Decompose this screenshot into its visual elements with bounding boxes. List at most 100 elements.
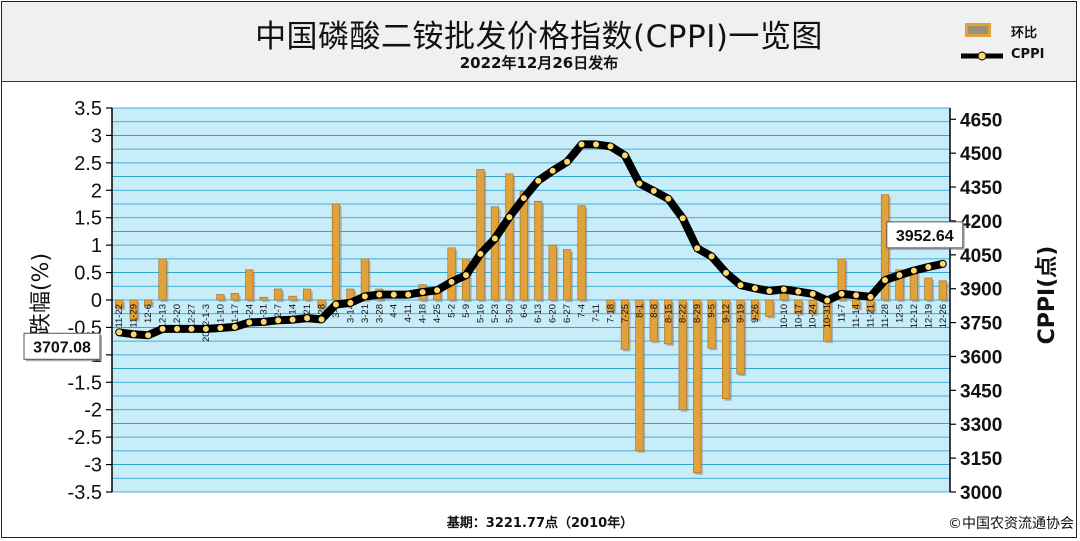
x-tick-label: 11-29 bbox=[129, 304, 140, 328]
cppi-point bbox=[317, 315, 326, 324]
left-tick-label: 2.5 bbox=[74, 153, 102, 175]
x-tick-label: 5-23 bbox=[490, 304, 501, 323]
bar bbox=[909, 272, 918, 301]
legend-bar-swatch bbox=[965, 23, 991, 37]
left-tick-label: 0 bbox=[91, 290, 102, 312]
cppi-point bbox=[577, 140, 586, 149]
bar bbox=[635, 299, 644, 452]
x-tick-label: 2-14 bbox=[288, 304, 299, 323]
cppi-line bbox=[115, 140, 947, 340]
cppi-point bbox=[780, 285, 788, 294]
left-tick-label: 3 bbox=[91, 125, 102, 147]
x-tick-label: 4-4 bbox=[389, 304, 400, 318]
chart-legend: 环比 CPPI bbox=[959, 19, 1069, 69]
left-tick-label: 3.5 bbox=[74, 98, 102, 120]
cppi-point bbox=[534, 176, 543, 185]
left-tick-label: -2.5 bbox=[68, 427, 102, 449]
x-tick-label: 7-4 bbox=[577, 304, 588, 318]
cppi-point bbox=[389, 290, 398, 299]
cppi-point bbox=[404, 290, 412, 299]
x-tick-label: 1-24 bbox=[244, 304, 255, 323]
x-tick-label: 9-5 bbox=[707, 304, 718, 318]
x-tick-label: 4-18 bbox=[418, 304, 429, 323]
bar bbox=[852, 299, 861, 309]
bar bbox=[678, 299, 687, 411]
bar bbox=[259, 296, 268, 301]
bar bbox=[331, 203, 341, 301]
bar bbox=[808, 299, 817, 315]
cppi-point bbox=[707, 252, 716, 261]
x-tick-label: 2-21 bbox=[302, 304, 313, 323]
cppi-point bbox=[837, 290, 846, 298]
x-tick-label: 12-5 bbox=[894, 304, 905, 323]
bar bbox=[895, 269, 904, 301]
right-tick-label: 3600 bbox=[960, 347, 1002, 368]
right-tick-label: 3750 bbox=[960, 314, 1002, 335]
x-tick-label: 10-10 bbox=[779, 304, 790, 328]
right-tick-label: 3300 bbox=[960, 415, 1002, 436]
annotation-label: 3707.08 bbox=[33, 339, 91, 356]
x-tick-label: 8-22 bbox=[678, 304, 689, 323]
bar bbox=[721, 299, 731, 400]
annotation-box bbox=[886, 221, 964, 249]
cppi-point bbox=[794, 287, 803, 296]
x-tick-label: 2-7 bbox=[273, 304, 284, 318]
right-tick-label: 4500 bbox=[960, 144, 1002, 165]
cppi-point bbox=[910, 266, 918, 275]
right-tick-label: 4050 bbox=[960, 246, 1002, 267]
x-tick-label: 11-14 bbox=[851, 304, 862, 328]
right-axis-title: CPPI(点) bbox=[1034, 246, 1060, 345]
right-tick-label: 3450 bbox=[960, 381, 1002, 402]
cppi-point bbox=[519, 194, 528, 202]
cppi-point bbox=[303, 314, 311, 322]
x-tick-label: 8-29 bbox=[692, 304, 703, 323]
right-tick-label: 3150 bbox=[960, 449, 1002, 470]
cppi-point bbox=[924, 263, 933, 271]
x-tick-label: 8-1 bbox=[634, 304, 645, 318]
cppi-point bbox=[895, 271, 904, 279]
left-tick-label: 0.5 bbox=[74, 263, 102, 285]
x-tick-label: 5-9 bbox=[461, 304, 472, 318]
cppi-point bbox=[361, 292, 369, 301]
cppi-point bbox=[115, 328, 124, 337]
bar bbox=[765, 299, 774, 317]
annotation-label: 3952.64 bbox=[896, 228, 954, 245]
x-tick-label: 3-14 bbox=[345, 304, 356, 323]
bar bbox=[274, 288, 283, 301]
cppi-point bbox=[722, 269, 730, 277]
bar bbox=[534, 200, 543, 301]
cppi-point bbox=[866, 293, 875, 301]
bar bbox=[577, 205, 586, 301]
bar bbox=[924, 277, 933, 301]
bar bbox=[158, 258, 167, 301]
bar bbox=[490, 206, 499, 301]
cppi-point bbox=[144, 331, 152, 340]
x-tick-label: 9-12 bbox=[721, 304, 732, 323]
copyright-note: ©中国农资流通协会 bbox=[948, 516, 1074, 532]
x-tick-label: 12-13 bbox=[158, 304, 169, 328]
cppi-point bbox=[678, 214, 687, 223]
x-tick-label: 8-8 bbox=[649, 304, 660, 318]
bar bbox=[519, 191, 528, 301]
x-tick-label: 12-26 bbox=[938, 304, 949, 328]
cppi-point bbox=[548, 166, 557, 175]
cppi-point bbox=[245, 318, 254, 327]
left-tick-label: -2 bbox=[84, 400, 102, 422]
x-tick-label: 4-11 bbox=[403, 304, 414, 322]
x-tick-label: 9-19 bbox=[736, 304, 747, 323]
legend-line-swatch bbox=[961, 51, 1003, 61]
cppi-point bbox=[202, 325, 210, 333]
x-tick-label: 3-28 bbox=[374, 304, 385, 323]
x-tick-label: 6-20 bbox=[548, 304, 559, 323]
bar bbox=[302, 288, 312, 301]
cppi-point bbox=[938, 260, 947, 268]
x-tick-label: 12-6 bbox=[143, 304, 154, 323]
x-tick-label: 12-19 bbox=[923, 304, 934, 328]
bar bbox=[447, 247, 456, 301]
cppi-point bbox=[332, 300, 340, 309]
cppi-point bbox=[216, 324, 225, 332]
cppi-point bbox=[751, 284, 759, 293]
right-tick-label: 4650 bbox=[960, 110, 1002, 131]
bar bbox=[606, 299, 615, 312]
